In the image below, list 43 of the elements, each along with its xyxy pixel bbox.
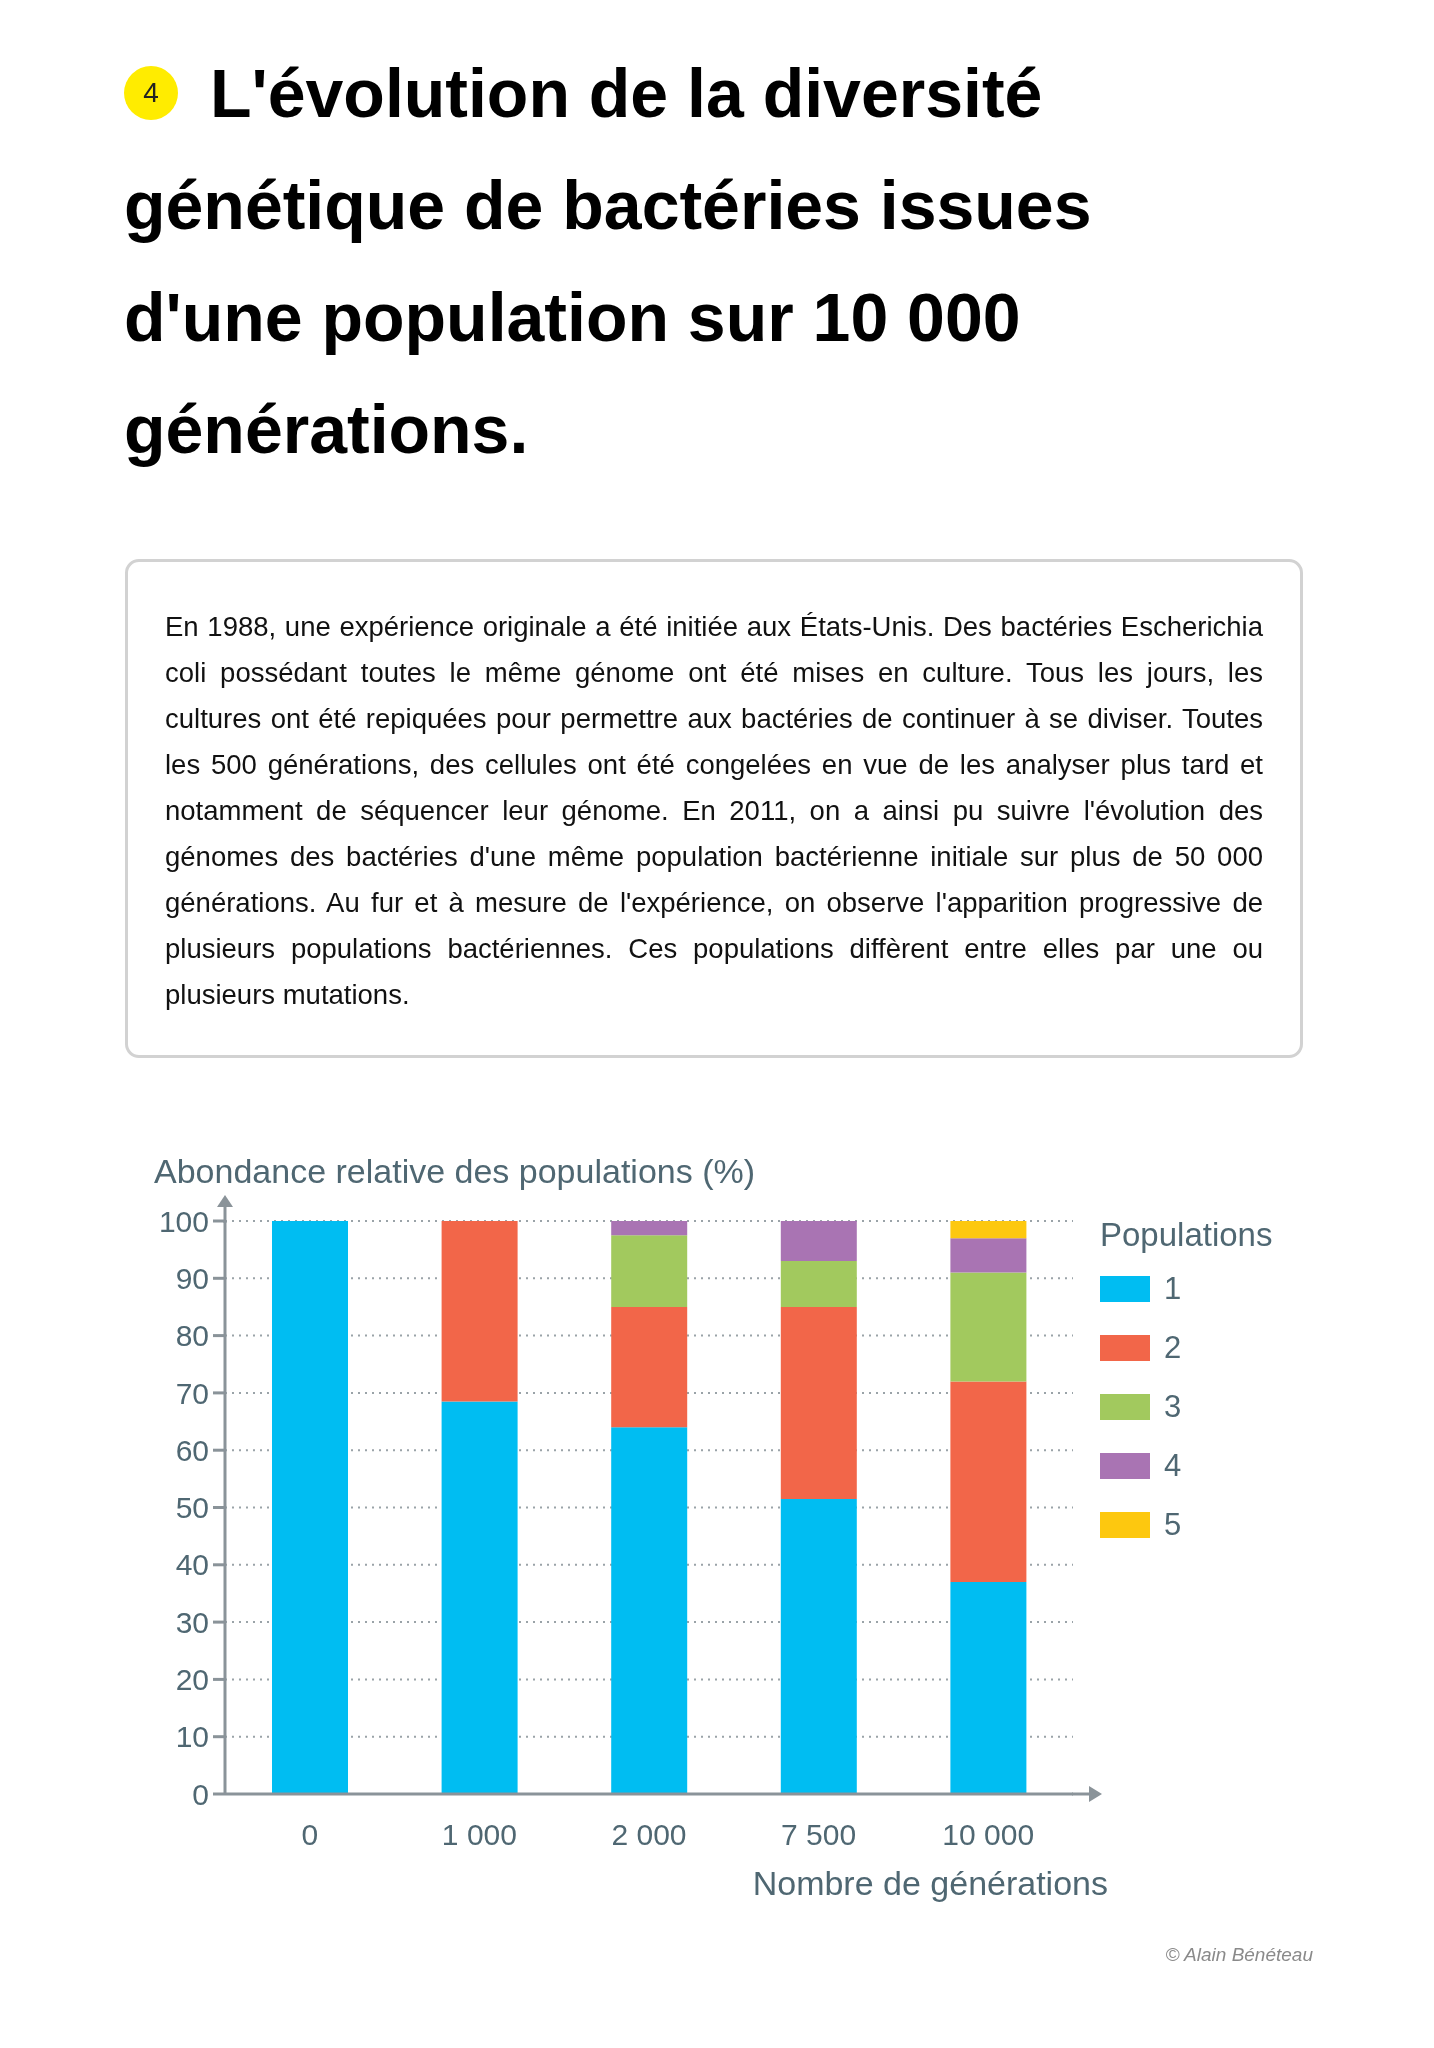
y-tick-label: 50 xyxy=(175,1491,209,1525)
bar xyxy=(950,1272,1027,1382)
y-tick-label: 60 xyxy=(175,1433,209,1467)
x-tick-label: 1 000 xyxy=(441,1818,517,1852)
y-tick-label: 10 xyxy=(175,1720,209,1754)
legend-label: 1 xyxy=(1164,1270,1182,1307)
bar xyxy=(780,1261,857,1307)
y-tick-label: 100 xyxy=(158,1204,209,1238)
bar xyxy=(441,1221,518,1402)
y-tick-label: 80 xyxy=(175,1319,209,1353)
bar xyxy=(950,1581,1027,1794)
y-tick-label: 0 xyxy=(192,1777,209,1811)
bar xyxy=(272,1221,348,1794)
x-tick-label: 0 xyxy=(301,1818,319,1852)
bar xyxy=(611,1427,688,1794)
y-tick-label: 40 xyxy=(175,1548,209,1582)
x-tick-label: 10 000 xyxy=(942,1818,1035,1852)
text: En 1988, une expérience originale a été initiée aux États-Unis. Des bactéries Escherichia coli possédant toutes le même génome ont été mises en culture. Tous les jours, les cultures ont été repiquées pour permettre aux bactéries de continuer à se diviser. Toutes les 500 générations, des cellules ont été congelées en vue de les analyser plus tard et notamment de séquencer leur génome. En 2011, on a ainsi pu suivre l'évolution des génomes des bactéries d'une même population bactérienne initiale sur plus de 50 000 générations. Au fur et à mesure de l'expérience, on observe l'apparition progressive de plusieurs populations bactériennes. Ces populations diffèrent entre elles par une ou plusieurs mutations. xyxy=(165,611,1263,1010)
x-tick-label: 2 000 xyxy=(611,1818,687,1852)
bar xyxy=(780,1221,857,1262)
x-tick-label: 7 500 xyxy=(781,1818,857,1852)
bar xyxy=(441,1401,518,1794)
bar xyxy=(611,1221,688,1236)
bar xyxy=(780,1306,857,1499)
bar xyxy=(611,1306,688,1428)
bar xyxy=(780,1498,857,1794)
bar xyxy=(950,1238,1027,1273)
bar xyxy=(950,1221,1027,1239)
y-tick-label: 90 xyxy=(175,1261,209,1295)
legend-title: Populations xyxy=(1100,1216,1273,1253)
legend-label: 4 xyxy=(1164,1447,1182,1484)
x-axis-title: Nombre de générations xyxy=(752,1864,1108,1902)
legend-label: 3 xyxy=(1164,1388,1182,1425)
text: © Alain Bénéteau xyxy=(1165,1944,1313,1965)
y-tick-label: 70 xyxy=(175,1376,209,1410)
legend-label: 2 xyxy=(1164,1329,1182,1366)
bar xyxy=(950,1381,1027,1582)
y-tick-label: 20 xyxy=(175,1663,209,1697)
y-axis-title: Abondance relative des populations (%) xyxy=(154,1152,756,1190)
bar xyxy=(611,1235,688,1307)
text: 4 xyxy=(143,77,159,109)
legend-label: 5 xyxy=(1164,1506,1182,1543)
y-tick-label: 30 xyxy=(175,1605,209,1639)
